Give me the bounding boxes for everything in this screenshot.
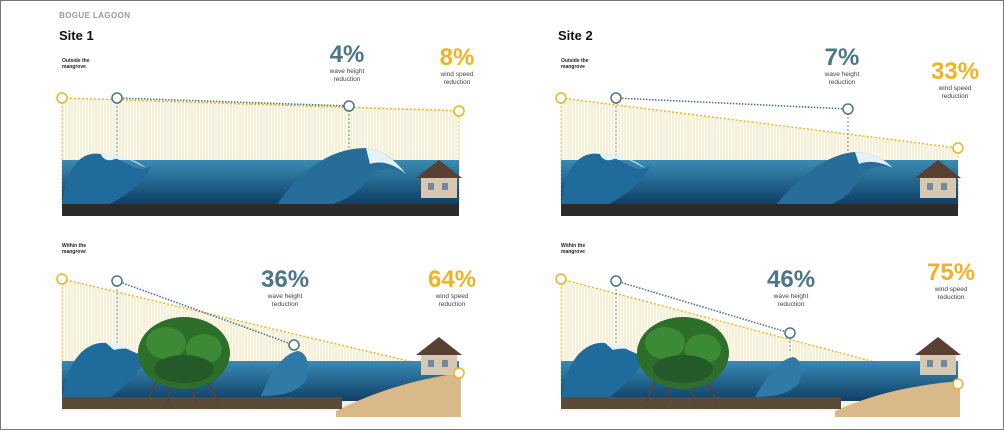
wind-reduction-caption: wind speed reduction <box>440 71 474 86</box>
wave-reduction-stat: 46% wave height reduction <box>767 268 815 309</box>
house-icon <box>915 160 961 198</box>
wind-start-marker <box>56 92 68 104</box>
mangrove-tree-icon <box>138 317 230 404</box>
site-1-within-panel: Within the mangrove 36% wave height redu… <box>56 241 476 417</box>
site-2-outside-diagram <box>555 92 964 216</box>
zone-label: Outside the mangrove <box>62 58 90 70</box>
seabed <box>561 204 958 216</box>
wind-reduction-stat: 64% wind speed reduction <box>428 268 476 309</box>
site-2-title: Site 2 <box>558 28 593 43</box>
wind-start-marker <box>56 273 68 285</box>
wave-reduction-value: 46% <box>767 266 816 293</box>
beach <box>835 381 960 417</box>
wind-reduction-value: 75% <box>927 259 976 286</box>
wave-end-marker <box>784 327 796 339</box>
wind-reduction-value: 8% <box>439 44 475 71</box>
wind-reduction-value: 64% <box>428 266 477 293</box>
wave-left <box>62 153 151 206</box>
wave-reduction-stat: 7% wave height reduction <box>819 46 865 87</box>
wave-reduction-value: 4% <box>329 41 365 68</box>
wave-reduction-caption: wave height reduction <box>267 293 303 308</box>
wind-start-marker <box>555 273 567 285</box>
site-1-title: Site 1 <box>59 28 94 43</box>
seabed <box>561 397 841 409</box>
wave-start-marker <box>111 275 123 287</box>
beach <box>336 373 461 417</box>
zone-label: Within the mangrove <box>561 243 586 255</box>
wind-speed-line <box>560 97 959 149</box>
wave-end-marker <box>288 339 300 351</box>
seabed <box>62 397 342 409</box>
site-1-within-diagram <box>56 273 465 417</box>
site-2-within-panel: Within the mangrove 46% wave height redu… <box>555 241 975 417</box>
wind-speed-line <box>560 278 959 385</box>
wave-reduction-caption: wave height reduction <box>824 71 860 86</box>
site-2-within-diagram <box>555 273 964 417</box>
wave-start-marker <box>111 92 123 104</box>
wind-end-marker <box>952 142 964 154</box>
wave-reduction-stat: 4% wave height reduction <box>324 43 370 84</box>
site-1-outside-diagram <box>56 92 465 216</box>
wave-reduction-caption: wave height reduction <box>773 293 809 308</box>
wave-left <box>561 342 647 401</box>
wind-reduction-caption: wind speed reduction <box>934 286 968 301</box>
house-icon <box>416 160 462 198</box>
wind-reduction-caption: wind speed reduction <box>435 293 469 308</box>
wind-end-marker <box>453 105 465 117</box>
wave-start-marker <box>610 275 622 287</box>
zone-label: Outside the mangrove <box>561 58 589 70</box>
wave-height-line <box>615 280 791 334</box>
wave-height-line <box>615 97 849 110</box>
wave-end-marker <box>842 103 854 115</box>
wave-right <box>775 152 893 206</box>
wave-small <box>261 351 308 396</box>
mangrove-tree-icon <box>637 317 729 404</box>
page-header: BOGUE LAGOON <box>59 11 131 20</box>
wave-reduction-stat: 36% wave height reduction <box>261 268 309 309</box>
house-icon <box>416 337 462 375</box>
wave-start-marker <box>610 92 622 104</box>
wave-small <box>755 357 801 397</box>
wave-height-line <box>116 280 295 346</box>
wave-reduction-caption: wave height reduction <box>329 68 365 83</box>
wind-end-marker <box>453 367 465 379</box>
site-2-outside-panel: Outside the mangrove 7% wave height redu… <box>555 46 979 232</box>
wind-end-marker <box>952 378 964 390</box>
wind-reduction-stat: 8% wind speed reduction <box>434 46 480 87</box>
wave-end-marker <box>343 100 355 112</box>
wave-left <box>62 342 148 401</box>
wave-height-line <box>116 97 350 107</box>
wave-reduction-value: 36% <box>261 266 310 293</box>
house-icon <box>915 337 961 375</box>
wave-reduction-value: 7% <box>824 44 860 71</box>
wave-left <box>561 153 650 206</box>
wind-reduction-value: 33% <box>931 58 980 85</box>
zone-label: Within the mangrove <box>62 243 87 255</box>
wind-reduction-caption: wind speed reduction <box>938 85 972 100</box>
seabed <box>62 204 459 216</box>
wind-reduction-stat: 75% wind speed reduction <box>927 261 975 302</box>
wind-start-marker <box>555 92 567 104</box>
wind-reduction-stat: 33% wind speed reduction <box>931 60 979 101</box>
site-1-outside-panel: Outside the mangrove 4% wave height redu… <box>56 43 474 232</box>
